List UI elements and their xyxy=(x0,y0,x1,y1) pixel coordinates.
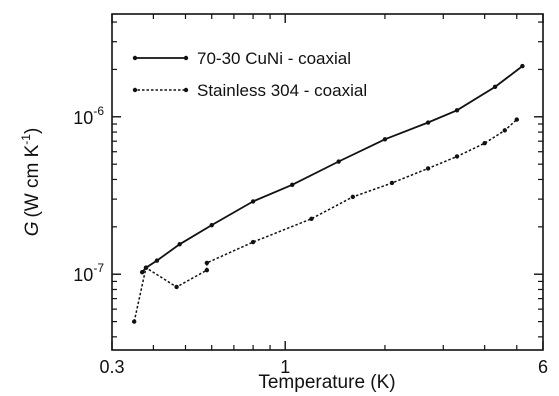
y-axis-label-exponent: -1 xyxy=(19,134,33,145)
y-tick-label: 10-7 xyxy=(73,261,104,285)
data-point-series-2 xyxy=(204,260,210,266)
y-axis-label-close: ) xyxy=(22,128,43,134)
data-point-series-1 xyxy=(492,84,498,90)
data-point-series-2 xyxy=(482,140,487,146)
x-tick-label: 6 xyxy=(538,357,548,377)
legend-marker-2 xyxy=(183,87,189,93)
data-point-series-1 xyxy=(520,63,525,69)
legend-marker-2 xyxy=(132,87,138,93)
y-axis-label-symbol: G xyxy=(22,222,43,237)
data-point-series-2 xyxy=(174,284,179,290)
data-point-series-1 xyxy=(139,269,145,275)
x-tick-label: 0.3 xyxy=(99,357,124,377)
data-point-series-2 xyxy=(204,268,210,273)
data-point-series-2 xyxy=(350,194,356,200)
x-axis-label: Temperature (K) xyxy=(258,372,395,393)
series-layer xyxy=(131,63,525,324)
y-tick-base: 10 xyxy=(73,108,93,128)
legend-label-2: Stainless 304 - coaxial xyxy=(197,81,367,100)
axis-ticks xyxy=(111,14,544,350)
data-point-series-1 xyxy=(177,242,182,247)
data-point-series-2 xyxy=(502,128,507,133)
y-tick-exponent: -7 xyxy=(93,261,104,275)
tick-labels: 0.3 1 610-710-6 xyxy=(73,104,548,377)
data-point-series-2 xyxy=(250,239,256,245)
data-point-series-2 xyxy=(514,117,519,122)
legend: 70-30 CuNi - coaxial Stainless 304 - coax… xyxy=(132,49,367,100)
data-point-series-2 xyxy=(389,180,395,186)
data-point-series-1 xyxy=(250,199,256,204)
data-point-series-1 xyxy=(154,258,160,263)
y-axis-label: G (W cm K-1) xyxy=(19,128,43,237)
series-line-2 xyxy=(133,119,518,322)
y-tick-label: 10-6 xyxy=(73,104,104,128)
data-point-series-1 xyxy=(209,222,214,228)
plot-frame xyxy=(111,13,544,351)
legend-marker-1 xyxy=(132,55,138,61)
y-tick-exponent: -6 xyxy=(93,104,104,118)
data-point-series-2 xyxy=(309,216,314,221)
legend-marker-1 xyxy=(183,55,189,61)
x-tick-label: 1 xyxy=(280,357,290,377)
data-point-series-2 xyxy=(425,166,431,171)
y-tick-base: 10 xyxy=(73,265,93,285)
data-point-series-2 xyxy=(131,319,137,324)
data-point-series-1 xyxy=(336,159,341,164)
y-axis-label-units: (W cm K xyxy=(22,144,43,217)
legend-label-1: 70-30 CuNi - coaxial xyxy=(197,49,351,68)
data-point-series-2 xyxy=(143,265,149,270)
data-point-series-1 xyxy=(454,108,460,113)
data-point-series-1 xyxy=(425,120,431,125)
data-point-series-1 xyxy=(382,137,388,142)
data-point-series-2 xyxy=(454,154,460,159)
data-point-series-1 xyxy=(290,182,295,187)
